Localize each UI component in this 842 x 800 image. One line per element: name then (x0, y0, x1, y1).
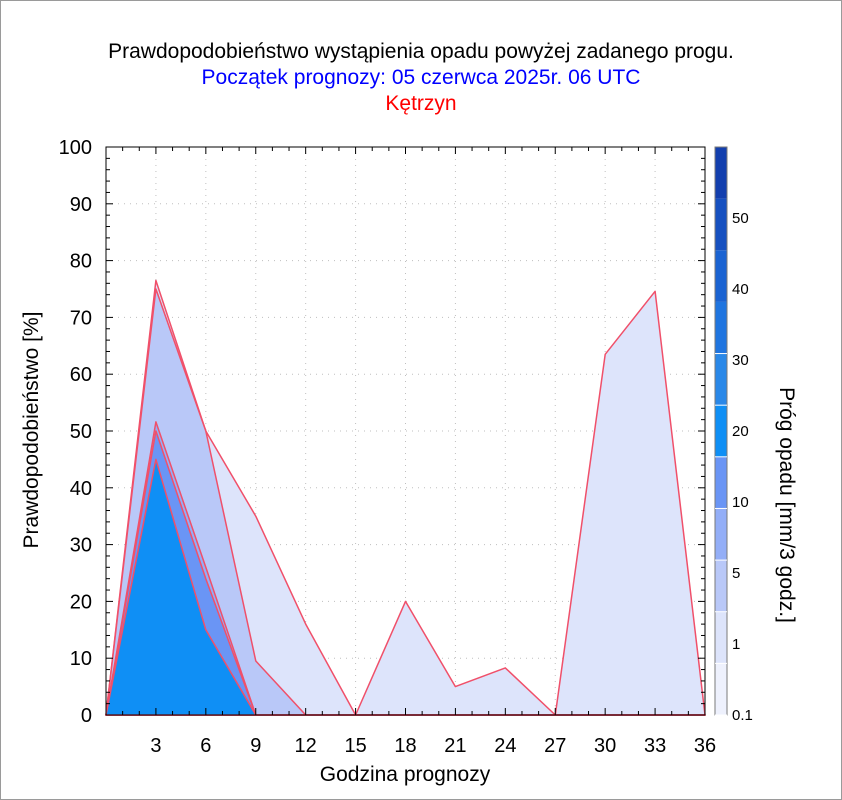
y-tick-label: 70 (70, 307, 92, 329)
colorbar-segment (715, 353, 727, 406)
x-tick-label: 33 (644, 735, 666, 757)
x-tick-label: 18 (394, 735, 416, 757)
colorbar-segment (715, 508, 727, 561)
y-tick-label: 80 (70, 251, 92, 273)
colorbar-tick-label: 5 (732, 565, 740, 582)
colorbar-segment (715, 611, 727, 664)
x-tick-label: 21 (444, 735, 466, 757)
colorbar-tick-label: 40 (732, 281, 749, 298)
colorbar-tick-label: 10 (732, 494, 749, 511)
x-tick-label: 6 (200, 735, 211, 757)
y-tick-label: 20 (70, 591, 92, 613)
colorbar-tick-label: 20 (732, 423, 749, 440)
x-tick-label: 12 (295, 735, 317, 757)
x-tick-label: 36 (694, 735, 716, 757)
colorbar-segment (715, 250, 727, 302)
colorbar-segment (715, 147, 727, 199)
x-tick-label: 27 (544, 735, 566, 757)
colorbar-segment (715, 560, 727, 612)
y-tick-label: 40 (70, 478, 92, 500)
x-tick-label: 3 (150, 735, 161, 757)
chart-title: Prawdopodobieństwo wystąpienia opadu pow… (108, 40, 734, 63)
location-subtitle: Kętrzyn (385, 92, 457, 115)
y-tick-label: 30 (70, 535, 92, 557)
forecast-start-subtitle: Początek prognozy: 05 czerwca 2025r. 06 … (201, 66, 641, 89)
colorbar-segment (715, 405, 727, 457)
colorbar-segment (715, 301, 727, 354)
x-tick-label: 30 (594, 735, 616, 757)
colorbar-label: Próg opadu [mm/3 godz.] (775, 387, 798, 623)
x-axis-label: Godzina prognozy (320, 763, 491, 786)
colorbar-tick-label: 30 (732, 352, 749, 369)
axis-ticks: 3 6 9 12 15 18 21 24 27 30 33 360102030405060708090… (59, 137, 717, 757)
colorbar-segment (715, 456, 727, 509)
colorbar-segment (715, 198, 727, 251)
y-tick-label: 50 (70, 421, 92, 443)
colorbar-tick-label: 1 (732, 636, 740, 653)
colorbar-tick-label: 0.1 (732, 707, 753, 724)
y-tick-label: 10 (70, 648, 92, 670)
y-tick-label: 0 (81, 705, 92, 727)
y-tick-label: 90 (70, 194, 92, 216)
x-tick-label: 24 (494, 735, 516, 757)
x-tick-label: 15 (344, 735, 366, 757)
colorbar-tick-label: 50 (732, 210, 749, 227)
colorbar: 0.1 1 5 10 20 30 40 50 (714, 146, 753, 724)
colorbar-segment (715, 663, 727, 715)
y-tick-label: 100 (59, 137, 92, 159)
x-tick-label: 9 (250, 735, 261, 757)
y-axis-label: Prawdopodobieństwo [%] (20, 312, 43, 549)
y-tick-label: 60 (70, 364, 92, 386)
area-series-0.1 (105, 279, 706, 716)
